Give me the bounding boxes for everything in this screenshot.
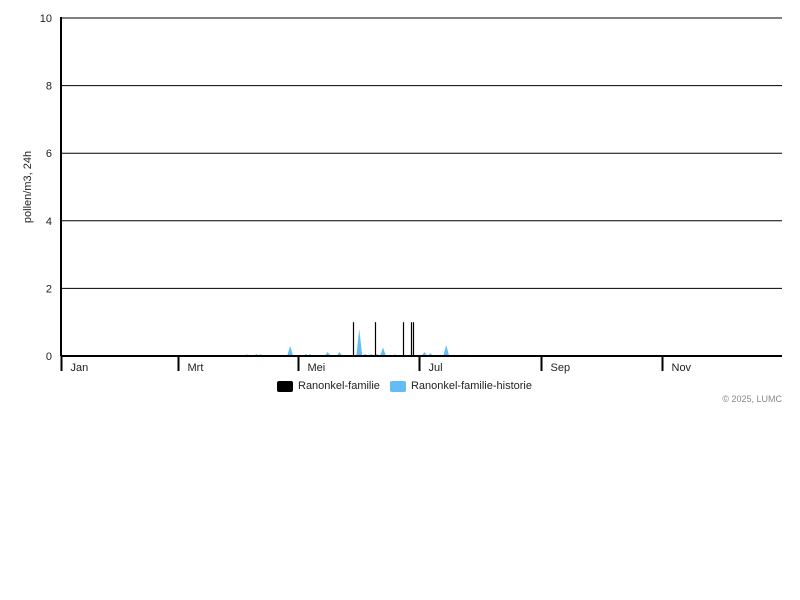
y-tick-label: 6 [46, 148, 52, 160]
x-tick-label: Mei [308, 362, 326, 374]
y-tick-label: 0 [46, 351, 52, 363]
legend: Ranonkel-familie Ranonkel-familie-histor… [0, 380, 800, 392]
history-area-point [324, 351, 331, 356]
y-axis-label: pollen/m3, 24h [22, 151, 34, 223]
y-tick-label: 8 [46, 81, 52, 93]
legend-swatch [389, 380, 406, 392]
y-tick-label: 4 [46, 216, 52, 228]
history-area-point [421, 351, 428, 356]
legend-label: Ranonkel-familie-historie [410, 380, 532, 392]
history-area-point [336, 351, 343, 356]
y-tick-label: 2 [46, 283, 52, 295]
legend-item-ranonkel-familie-historie[interactable]: Ranonkel-familie-historie [389, 380, 532, 392]
history-area-point [356, 328, 363, 356]
history-area-point [287, 345, 294, 356]
history-area-point [443, 345, 450, 356]
x-tick-label: Sep [551, 362, 571, 374]
y-tick-label: 10 [40, 13, 52, 25]
x-tick-label: Nov [672, 362, 692, 374]
legend-swatch [277, 380, 293, 392]
chart: 0 2 4 6 8 10 pollen/m3, 24h Jan Mrt Mei Jul Sep Nov [22, 13, 782, 374]
copyright: © 2025, LUMC [722, 394, 782, 404]
x-tick-label: Mrt [188, 362, 204, 374]
legend-label: Ranonkel-familie [298, 380, 380, 392]
history-area-point [379, 347, 386, 356]
legend-item-ranonkel-familie[interactable]: Ranonkel-familie [277, 380, 380, 392]
x-tick-label: Jan [71, 362, 89, 374]
x-tick-label: Jul [429, 362, 443, 374]
